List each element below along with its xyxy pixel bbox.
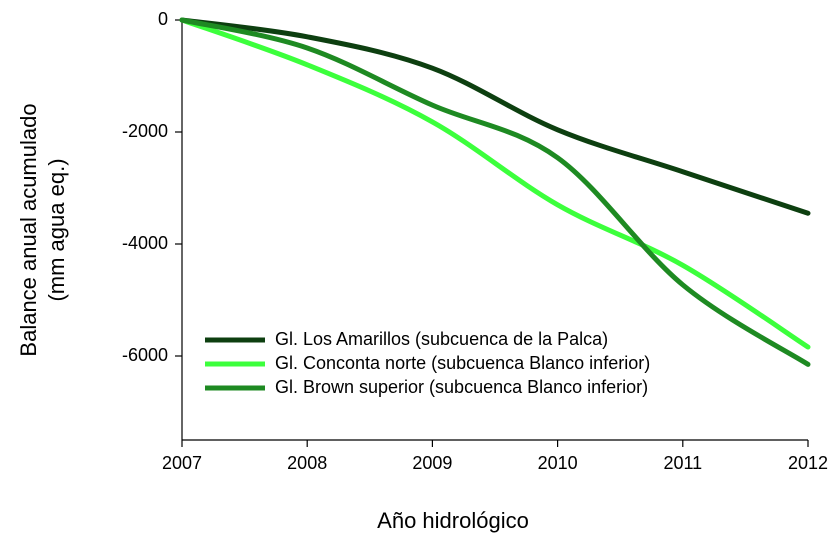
legend-label: Gl. Los Amarillos (subcuenca de la Palca… [275,329,608,349]
x-tick-label: 2009 [412,453,452,473]
line-series [179,17,811,350]
y-tick-label: -4000 [122,233,168,253]
x-tick-label: 2010 [538,453,578,473]
legend-label: Gl. Brown superior (subcuenca Blanco inf… [275,377,648,397]
y-axis-label: (mm agua eq.) [44,158,69,301]
x-tick-label: 2007 [162,453,202,473]
y-tick-label: -6000 [122,345,168,365]
y-axis-label: Balance anual acumulado [16,103,41,356]
x-tick-label: 2012 [788,453,828,473]
line-series [179,17,811,216]
line-series [179,17,811,367]
x-axis-label: Año hidrológico [377,508,529,533]
x-tick-label: 2011 [663,453,702,473]
y-tick-label: -2000 [122,121,168,141]
legend-label: Gl. Conconta norte (subcuenca Blanco inf… [275,353,650,373]
y-tick-label: 0 [158,9,168,29]
x-tick-label: 2008 [287,453,327,473]
